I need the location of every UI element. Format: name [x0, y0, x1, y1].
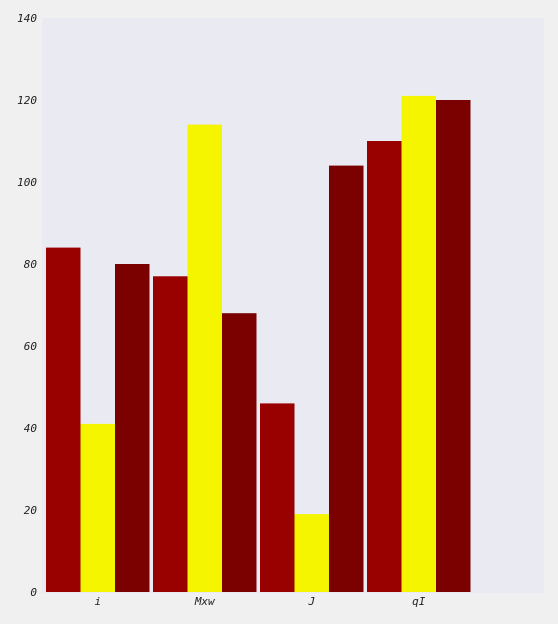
- bar-Mxw-series-2: [187, 124, 222, 592]
- x-tick-label: J: [307, 595, 315, 608]
- x-tick-label: i: [94, 595, 101, 608]
- bar-qI-series-1: [367, 141, 402, 592]
- bar-qI-series-3: [436, 100, 471, 592]
- x-tick-label: qI: [412, 595, 426, 608]
- y-tick-label: 20: [24, 504, 38, 517]
- bar-Mxw-series-3: [222, 313, 257, 592]
- y-tick-labels: 0 20 40 60 80 100 120 140: [17, 12, 37, 599]
- bar-J-series-1: [260, 403, 295, 592]
- x-tick-label: Mxw: [194, 595, 216, 608]
- y-tick-label: 0: [30, 586, 37, 599]
- bar-qI-series-2: [401, 95, 436, 593]
- y-tick-label: 100: [17, 176, 37, 189]
- bar-J-series-2: [294, 514, 329, 592]
- bar-Mxw-series-1: [153, 276, 188, 592]
- y-tick-label: 80: [24, 258, 38, 271]
- bar-i-series-3: [115, 264, 150, 592]
- bar-i-series-1: [46, 247, 81, 592]
- y-tick-label: 140: [17, 12, 37, 25]
- y-tick-label: 60: [24, 340, 38, 353]
- bars-group: [46, 95, 471, 593]
- bar-i-series-2: [80, 423, 115, 592]
- y-tick-label: 120: [17, 94, 37, 107]
- bar-J-series-3: [329, 165, 364, 592]
- y-tick-label: 40: [24, 422, 38, 435]
